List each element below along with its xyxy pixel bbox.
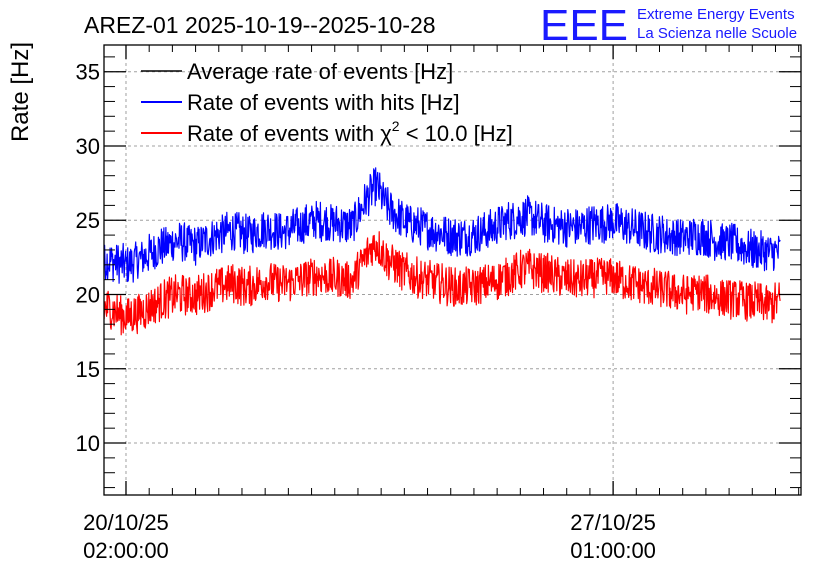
x-tick-label-date: 20/10/25 bbox=[83, 510, 169, 535]
y-tick-label: 30 bbox=[76, 134, 100, 159]
chart-title: AREZ-01 2025-10-19--2025-10-28 bbox=[84, 12, 436, 38]
x-tick-label-time: 01:00:00 bbox=[570, 538, 656, 563]
legend-label-chi2-prefix: Rate of events with bbox=[187, 121, 380, 146]
legend: Average rate of events [Hz] Rate of even… bbox=[141, 59, 513, 146]
x-tick-label-date: 27/10/25 bbox=[570, 510, 656, 535]
y-axis-label: Rate [Hz] bbox=[7, 42, 34, 142]
series-line-hits bbox=[104, 167, 781, 284]
y-tick-label: 10 bbox=[76, 431, 100, 456]
legend-label-chi2-suffix: < 10.0 [Hz] bbox=[400, 121, 513, 146]
legend-label-chi2-symbol: χ bbox=[380, 121, 392, 146]
legend-label-average: Average rate of events [Hz] bbox=[187, 59, 453, 84]
eee-logo: EEE bbox=[540, 1, 628, 50]
y-tick-label: 25 bbox=[76, 208, 100, 233]
y-tick-label: 35 bbox=[76, 60, 100, 85]
legend-label-chi2: Rate of events with χ2 < 10.0 [Hz] bbox=[187, 118, 513, 146]
series-layer bbox=[104, 167, 781, 336]
logo-line-2: La Scienza nelle Scuole bbox=[637, 25, 797, 42]
y-tick-label: 15 bbox=[76, 357, 100, 382]
legend-label-hits: Rate of events with hits [Hz] bbox=[187, 90, 460, 115]
y-tick-label: 20 bbox=[76, 283, 100, 308]
legend-label-chi2-sup: 2 bbox=[392, 118, 400, 134]
plot-frame bbox=[103, 44, 802, 496]
axis-layer: 10 15 20 25 30 35 20/10/25 02:00:00 27/10/25 01:0… bbox=[76, 45, 801, 563]
x-tick-label-time: 02:00:00 bbox=[83, 538, 169, 563]
series-line-chi2 bbox=[104, 231, 781, 336]
logo-line-1: Extreme Energy Events bbox=[637, 6, 795, 23]
